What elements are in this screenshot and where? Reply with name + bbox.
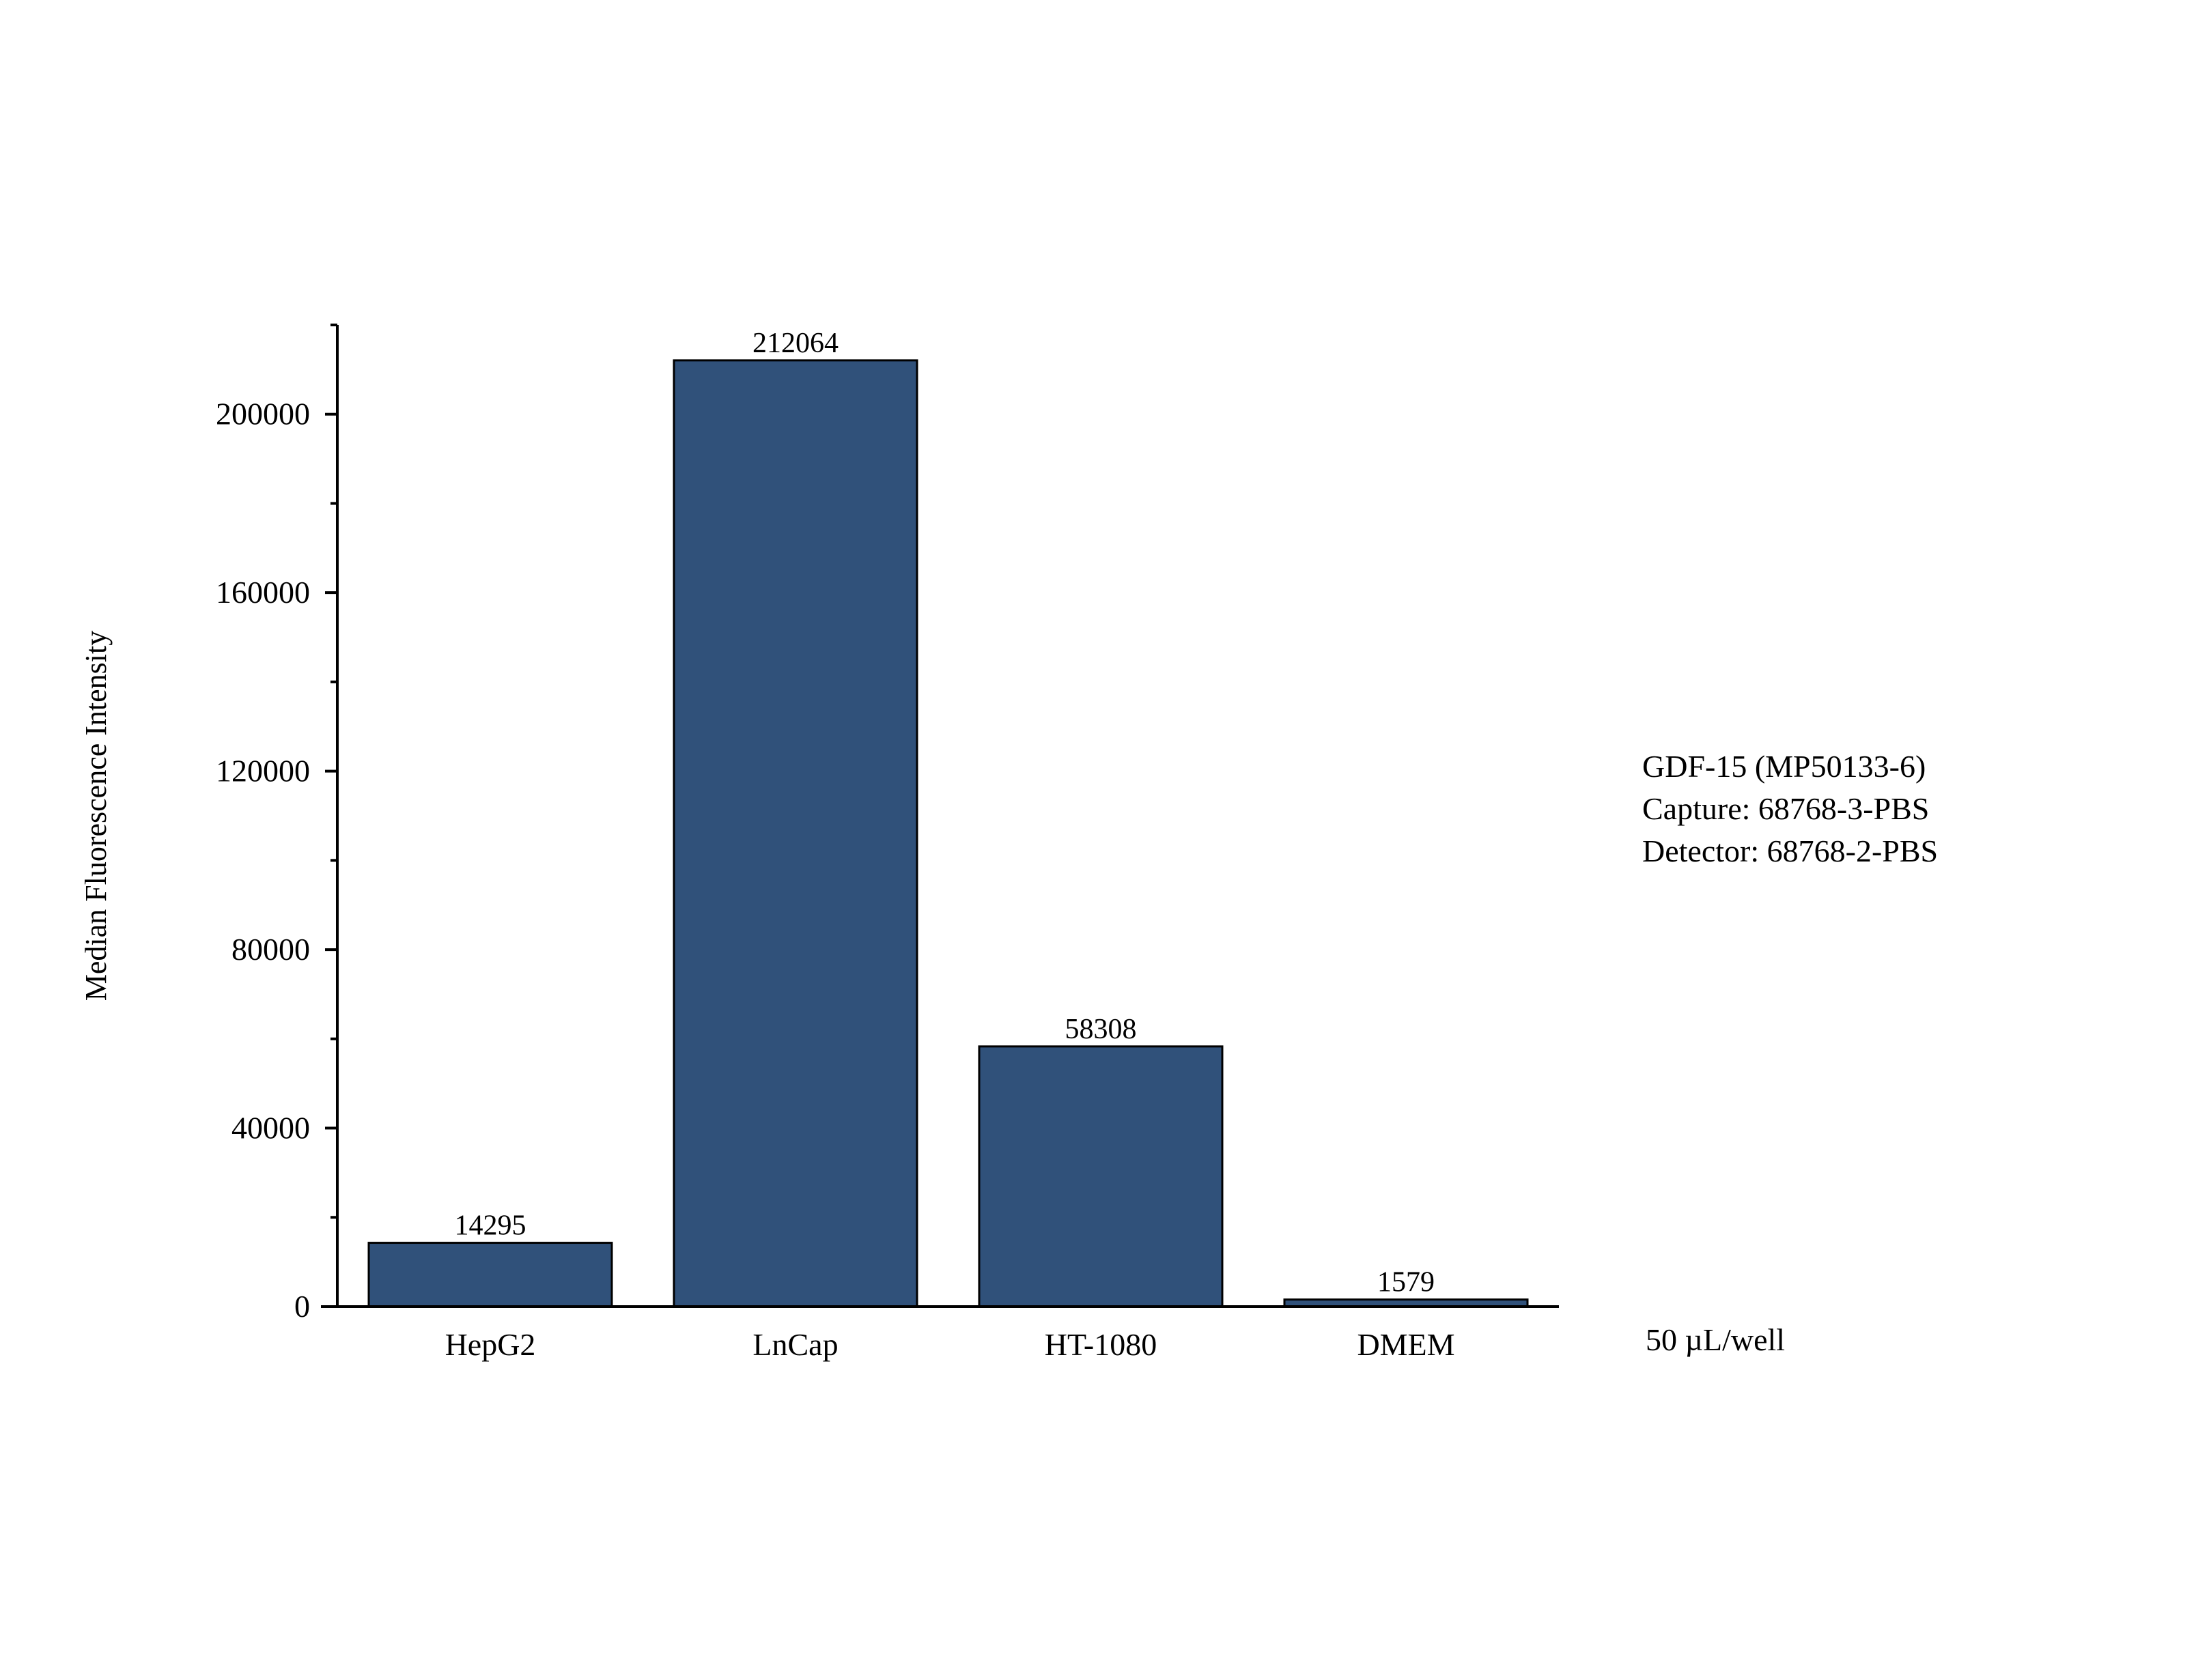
data-label-dmem: 1579 (1377, 1267, 1435, 1298)
y-tick-label: 160000 (216, 575, 310, 610)
x-tick-label-hepg2: HepG2 (445, 1327, 536, 1362)
x-tick-label-ht-1080: HT-1080 (1045, 1327, 1157, 1362)
y-tick-label: 200000 (216, 397, 310, 431)
data-label-hepg2: 14295 (455, 1210, 526, 1242)
volume-note: 50 µL/well (1646, 1322, 1785, 1357)
axes (321, 325, 1559, 1308)
x-tick-label-lncap: LnCap (752, 1327, 838, 1362)
x-tick-label-dmem: DMEM (1357, 1327, 1454, 1362)
bar-hepg2 (367, 1242, 613, 1308)
data-labels: 14295 212064 58308 1579 (455, 328, 1435, 1298)
y-axis-title: Median Fluorescence Intensity (79, 631, 113, 1001)
y-ticks: 0 40000 80000 120000 160000 200000 (216, 324, 337, 1324)
y-tick-label: 80000 (231, 932, 310, 967)
y-tick-label: 120000 (216, 754, 310, 788)
annotation-line-3: Detector: 68768-2-PBS (1642, 834, 1938, 868)
y-tick-label: 0 (294, 1289, 310, 1324)
bar-ht-1080 (978, 1045, 1224, 1308)
data-label-ht-1080: 58308 (1065, 1014, 1137, 1045)
annotation-line-1: GDF-15 (MP50133-6) (1642, 749, 1926, 784)
x-tick-labels: HepG2 LnCap HT-1080 DMEM (445, 1327, 1455, 1362)
data-label-lncap: 212064 (752, 328, 839, 359)
annotation-line-2: Capture: 68768-3-PBS (1642, 791, 1929, 826)
y-tick-label: 40000 (231, 1111, 310, 1145)
bar-lncap (673, 359, 918, 1308)
bars (367, 359, 1529, 1308)
